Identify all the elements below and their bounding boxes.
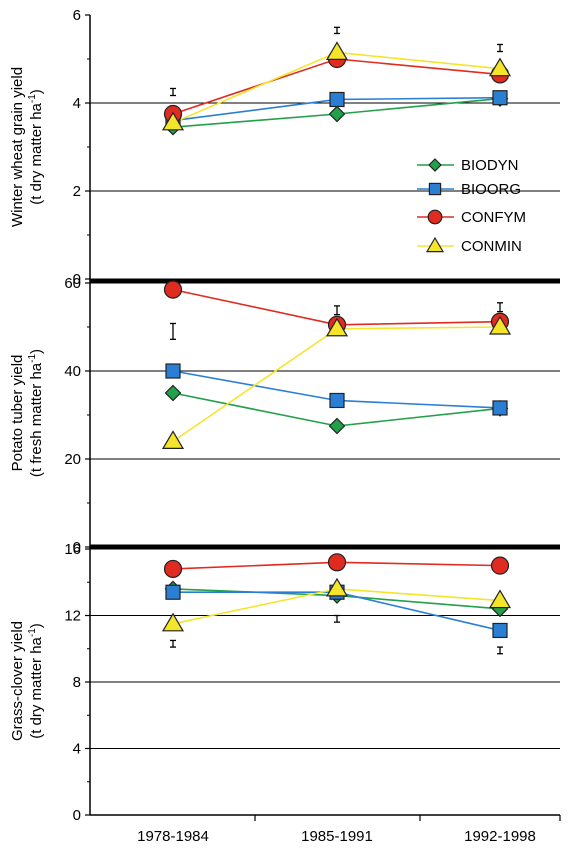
marker-conmin bbox=[325, 317, 349, 337]
y-tick-label: 2 bbox=[73, 183, 81, 200]
marker-conmin bbox=[325, 577, 349, 597]
y-axis-title: Winter wheat grain yield bbox=[9, 67, 26, 227]
error-bar bbox=[170, 322, 176, 340]
marker-conmin bbox=[488, 589, 512, 609]
y-tick-label: 4 bbox=[73, 95, 81, 112]
series-lines bbox=[172, 51, 501, 632]
y-tick-label: 12 bbox=[64, 608, 81, 625]
x-tick-label: 1978-1984 bbox=[137, 828, 209, 845]
marker-confym bbox=[490, 556, 510, 575]
legend-label: BIOORG bbox=[461, 181, 521, 198]
legend-item-conmin: CONMIN bbox=[417, 236, 522, 255]
axes bbox=[85, 14, 561, 821]
y-tick-label: 8 bbox=[73, 674, 81, 691]
marker-bioorg bbox=[329, 91, 345, 108]
marker-bioorg bbox=[165, 363, 181, 379]
legend-marker bbox=[428, 182, 442, 196]
error-bar bbox=[170, 87, 176, 97]
marker-biodyn bbox=[164, 384, 182, 402]
marker-biodyn bbox=[328, 105, 346, 123]
legend-label: CONFYM bbox=[461, 209, 526, 226]
series-markers bbox=[161, 41, 512, 639]
legend-marker bbox=[428, 158, 442, 172]
legend-marker bbox=[427, 209, 443, 225]
legend-item-biodyn: BIODYN bbox=[417, 157, 519, 174]
legend: BIODYN BIOORG CONFYM CONMIN bbox=[417, 157, 526, 255]
marker-conmin bbox=[161, 111, 185, 131]
marker-bioorg bbox=[165, 584, 181, 600]
marker-conmin bbox=[325, 41, 349, 61]
marker-biodyn bbox=[328, 417, 346, 435]
error-bar bbox=[334, 614, 340, 623]
error-bars bbox=[170, 26, 503, 655]
marker-conmin bbox=[488, 315, 512, 335]
error-bar bbox=[497, 43, 503, 53]
y-axis-title: Grass-clover yield bbox=[9, 621, 26, 741]
error-bar bbox=[170, 639, 176, 648]
marker-confym bbox=[163, 280, 183, 299]
gridlines bbox=[90, 102, 560, 749]
y-tick-label: 40 bbox=[64, 363, 81, 380]
legend-marker bbox=[425, 236, 445, 253]
x-tick-label: 1985-1991 bbox=[301, 828, 373, 845]
marker-confym bbox=[327, 553, 347, 572]
marker-bioorg bbox=[492, 400, 508, 416]
y-tick-label: 0 bbox=[73, 271, 81, 288]
marker-bioorg bbox=[492, 90, 508, 106]
y-tick-label: 20 bbox=[64, 451, 81, 468]
y-tick-label: 0 bbox=[73, 539, 81, 556]
legend-label: CONMIN bbox=[461, 238, 522, 255]
marker-conmin bbox=[161, 430, 185, 449]
marker-bioorg bbox=[329, 392, 345, 409]
marker-confym bbox=[163, 559, 183, 579]
y-axis-subtitle: (t dry matter ha-1) bbox=[27, 623, 45, 739]
marker-conmin bbox=[488, 57, 512, 77]
error-bar bbox=[497, 646, 503, 655]
error-bar bbox=[334, 305, 340, 316]
y-axis-subtitle: (t dry matter ha-1) bbox=[27, 89, 45, 205]
y-tick-label: 16 bbox=[64, 541, 81, 558]
legend-label: BIODYN bbox=[461, 157, 519, 174]
x-tick-label: 1992-1998 bbox=[464, 828, 536, 845]
y-tick-label: 6 bbox=[73, 7, 81, 24]
legend-item-confym: CONFYM bbox=[417, 209, 526, 226]
y-tick-label: 60 bbox=[64, 275, 81, 292]
y-tick-label: 0 bbox=[73, 807, 81, 824]
marker-conmin bbox=[161, 612, 185, 632]
marker-bioorg bbox=[492, 622, 508, 639]
error-bar bbox=[497, 302, 503, 313]
y-axis-title: Potato tuber yield bbox=[9, 355, 26, 472]
error-bar bbox=[334, 26, 340, 35]
y-tick-label: 4 bbox=[73, 741, 81, 758]
y-axis-subtitle: (t fresh matter ha-1) bbox=[27, 349, 45, 477]
legend-item-bioorg: BIOORG bbox=[417, 181, 521, 198]
